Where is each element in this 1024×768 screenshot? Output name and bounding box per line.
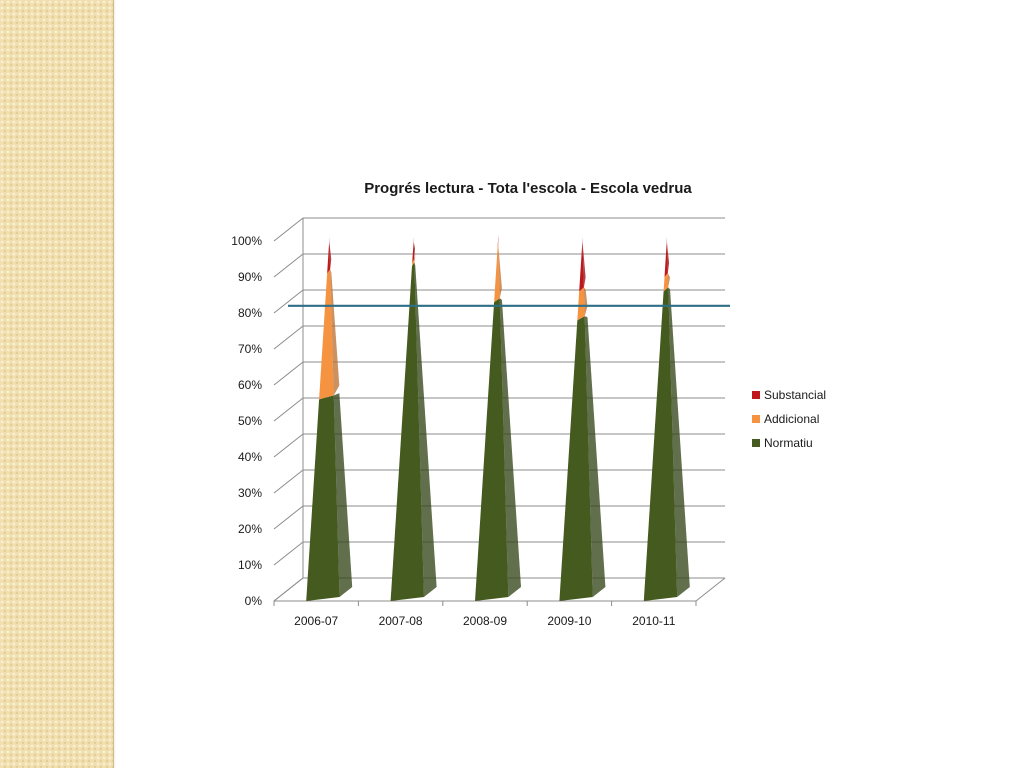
y-tick-label: 70% [238,342,262,356]
legend-label-substancial: Substancial [764,388,826,402]
gridline-depth [273,469,304,494]
y-tick-label: 80% [238,306,262,320]
cone-segment-addicional-front [411,258,415,267]
cone-segment-shade [499,298,521,597]
cone-segment-shade [667,273,671,288]
cone-segment-normatiu-front [475,298,509,601]
legend-label-addicional: Addicional [764,412,819,426]
cone-segment-normatiu-front [306,395,340,601]
cone-segment-normatiu-front [559,316,593,601]
cone-2010-11 [643,237,690,601]
cone-segment-addicional-front [577,287,585,321]
cone-segment-substancial-front [412,237,415,263]
cone-segment-addicional-front [319,269,334,400]
x-tick-label: 2010-11 [632,614,675,628]
floor-edge-right [695,577,726,602]
cone-segment-addicional-front [663,273,669,292]
y-tick-label: 10% [238,558,262,572]
cone-segment-normatiu-side [668,287,690,597]
gridline-depth [273,505,304,530]
cone-segment-substancial-front [664,237,668,277]
cone-segment-substancial-side [329,237,332,270]
y-tick-label: 60% [238,378,262,392]
cone-segment-shade [330,269,340,396]
cone-segment-shade [414,262,437,597]
x-tick-label: 2006-07 [294,614,338,628]
cone-segment-substancial-front [327,237,331,274]
gridline-depth [273,361,304,386]
gridline-depth [273,541,304,566]
cone-segment-shade [666,237,670,273]
cone-segment-substancial-side [582,237,586,288]
y-tick-label: 0% [245,594,263,608]
y-tick-label: 40% [238,450,262,464]
cone-segment-normatiu-side [584,316,606,597]
cone-segment-shade [584,316,606,597]
legend-swatch-addicional [752,415,760,423]
cone-segment-shade [333,393,353,597]
cone-segment-normatiu-front [643,287,678,601]
gridline-depth [273,217,304,242]
gridline-depth [273,253,304,278]
gridline-depth [273,397,304,422]
chart-title: Progrés lectura - Tota l'escola - Escola… [364,180,692,197]
cone-segment-normatiu-side [333,393,353,597]
cone-segment-shade [329,237,332,270]
side-panel-shadow [113,0,116,768]
plot-area: 2006-07 2007-08 2008-09 2009-10 2010-11 [294,234,690,628]
cone-2006-07 [306,237,353,601]
cone-segment-addicional-side [667,273,671,288]
gridline-depth [273,289,304,314]
gridline-depth [273,577,304,602]
cone-2007-08 [390,237,437,601]
cone-segment-normatiu-side [414,262,437,597]
y-tick-label: 90% [238,270,262,284]
cone-segment-substancial-side [666,237,670,273]
legend-label-normatiu: Normatiu [764,436,813,450]
cone-segment-substancial-side [413,237,415,259]
y-tick-label: 50% [238,414,262,428]
cone-segment-addicional-side [330,269,340,396]
cone-segment-substancial-front [579,237,584,292]
gridline-depth [273,433,304,458]
y-tick-label: 30% [238,486,262,500]
cone-segment-addicional-side [583,287,588,317]
decorative-side-panel [0,0,114,768]
cone-segment-addicional-side [414,252,416,263]
y-tick-label: 20% [238,522,262,536]
cone-segment-shade [582,237,586,288]
cone-segment-normatiu-side [499,298,521,597]
gridline-depth [273,325,304,350]
x-tick-label: 2009-10 [547,614,591,628]
cone-segment-shade [668,287,690,597]
cone-segment-addicional-side [498,244,502,299]
cone-2008-09 [475,234,521,601]
cone-segment-addicional-front [494,244,500,303]
x-tick-label: 2007-08 [379,614,423,628]
y-tick-label: 100% [231,234,262,248]
cone-2009-10 [559,237,606,601]
legend: Substancial Addicional Normatiu [752,388,826,450]
legend-swatch-substancial [752,391,760,399]
cone-segment-shade [414,252,416,263]
cone-segment-shade [583,287,588,317]
cone-segment-normatiu-front [390,262,424,601]
legend-swatch-normatiu [752,439,760,447]
cone-segment-shade [413,237,415,259]
x-tick-label: 2008-09 [463,614,507,628]
cone-segment-shade [498,244,502,299]
